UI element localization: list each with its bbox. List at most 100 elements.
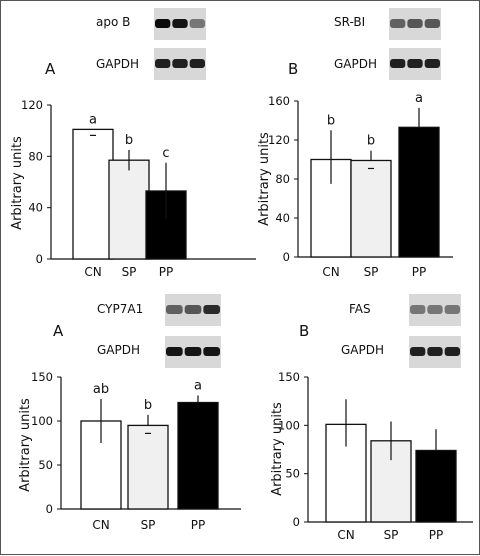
y-axis-label: Arbitrary units <box>270 402 285 496</box>
western-blot-bands <box>154 48 206 80</box>
blot-band <box>155 19 171 28</box>
significance-letter: ab <box>93 382 109 397</box>
blot-group-2: SR-BI GAPDH B <box>288 15 377 78</box>
y-tick-label: 40 <box>275 211 290 225</box>
blot-label-gapdh: GAPDH <box>334 57 377 71</box>
category-label: SP <box>384 528 399 542</box>
y-tick-label: 100 <box>31 414 53 428</box>
category-label: SP <box>122 265 137 279</box>
y-axis-label: Arbitrary units <box>10 136 25 230</box>
significance-letter: b <box>144 398 152 413</box>
blot-band <box>407 19 423 28</box>
blot-group-1: apo B GAPDH A <box>45 15 139 78</box>
bar-chart-3: 0 50 100 150 Arbitrary units ab CN b SP a PP <box>18 370 241 532</box>
blot-band <box>172 59 188 68</box>
category-label: CN <box>84 265 101 279</box>
western-blot-bands <box>165 336 221 368</box>
bar-pp <box>145 190 187 260</box>
blot-band <box>390 19 406 28</box>
western-blot-bands <box>409 294 461 326</box>
blot-label-target: SR-BI <box>334 15 365 29</box>
blot-band <box>410 305 426 314</box>
blot-band <box>166 347 183 356</box>
y-axis-label: Arbitrary units <box>18 398 33 492</box>
blot-band <box>424 59 440 68</box>
blot-band <box>166 305 183 314</box>
significance-letter: b <box>327 113 335 128</box>
blot-band <box>427 305 443 314</box>
y-tick-label: 100 <box>278 418 300 432</box>
western-blot-bands <box>154 8 206 40</box>
blot-band <box>390 59 406 68</box>
panel-letter: B <box>288 60 298 78</box>
blot-label-target: apo B <box>96 15 130 29</box>
blot-label-gapdh: GAPDH <box>341 343 384 357</box>
y-tick-label: 50 <box>285 467 300 481</box>
panel-letter: A <box>45 60 56 78</box>
significance-letter: b <box>125 133 133 148</box>
western-blot-bands <box>389 8 441 40</box>
y-tick-label: 120 <box>21 98 43 112</box>
y-tick-label: 150 <box>278 370 300 384</box>
category-label: PP <box>159 265 173 279</box>
y-tick-label: 0 <box>283 250 290 264</box>
y-tick-label: 0 <box>293 515 300 529</box>
blot-band <box>407 59 423 68</box>
significance-letter: c <box>162 146 169 161</box>
blot-group-4: FAS GAPDH B <box>299 302 384 357</box>
blot-band <box>172 19 188 28</box>
blot-band <box>427 347 443 356</box>
bar-sp <box>350 159 392 258</box>
western-blot-bands <box>165 294 221 326</box>
category-label: CN <box>92 518 109 532</box>
y-tick-label: 160 <box>268 94 290 108</box>
bar-chart-1: 0 40 80 120 Arbitrary units a CN b SP c PP <box>10 98 256 279</box>
blot-band <box>184 347 202 356</box>
blot-label-gapdh: GAPDH <box>96 57 139 71</box>
blot-band <box>189 59 205 68</box>
y-tick-label: 80 <box>275 172 290 186</box>
category-label: SP <box>141 518 156 532</box>
y-tick-label: 150 <box>31 370 53 384</box>
blot-band <box>203 347 220 356</box>
bar-cn <box>72 128 114 260</box>
panel-letter: B <box>299 322 309 340</box>
category-label: SP <box>364 265 379 279</box>
y-tick-label: 50 <box>38 458 53 472</box>
category-label: PP <box>429 528 443 542</box>
blot-band <box>424 19 440 28</box>
bar-chart-4: 0 50 100 150 Arbitrary units CN SP PP <box>270 370 473 542</box>
blot-label-target: CYP7A1 <box>97 302 143 316</box>
y-tick-label: 0 <box>36 252 43 266</box>
western-blot-bands <box>409 336 461 368</box>
significance-letter: b <box>367 134 375 149</box>
panel-letter: A <box>53 322 64 340</box>
blot-band <box>410 347 426 356</box>
bar-pp <box>177 401 219 510</box>
blot-band <box>184 305 202 314</box>
blot-label-gapdh: GAPDH <box>97 343 140 357</box>
western-blot-bands <box>389 48 441 80</box>
category-label: CN <box>337 528 354 542</box>
category-label: PP <box>412 265 426 279</box>
bar-sp <box>108 159 150 260</box>
blot-band <box>203 305 220 314</box>
bar-pp <box>398 126 440 258</box>
blot-band <box>189 19 205 28</box>
blot-label-target: FAS <box>349 302 371 316</box>
y-axis-label: Arbitrary units <box>257 132 272 226</box>
y-tick-label: 80 <box>28 149 43 163</box>
category-label: CN <box>322 265 339 279</box>
blot-group-3: CYP7A1 GAPDH A <box>53 302 143 357</box>
significance-letter: a <box>415 91 423 106</box>
significance-letter: a <box>194 378 202 393</box>
bar-pp <box>415 449 457 523</box>
blot-band <box>444 305 460 314</box>
y-tick-label: 0 <box>46 502 53 516</box>
bar-chart-2: 0 40 80 120 160 Arbitrary units b CN b SP a PP <box>257 91 453 279</box>
significance-letter: a <box>89 112 97 127</box>
category-label: PP <box>191 518 205 532</box>
blot-background <box>409 294 461 326</box>
